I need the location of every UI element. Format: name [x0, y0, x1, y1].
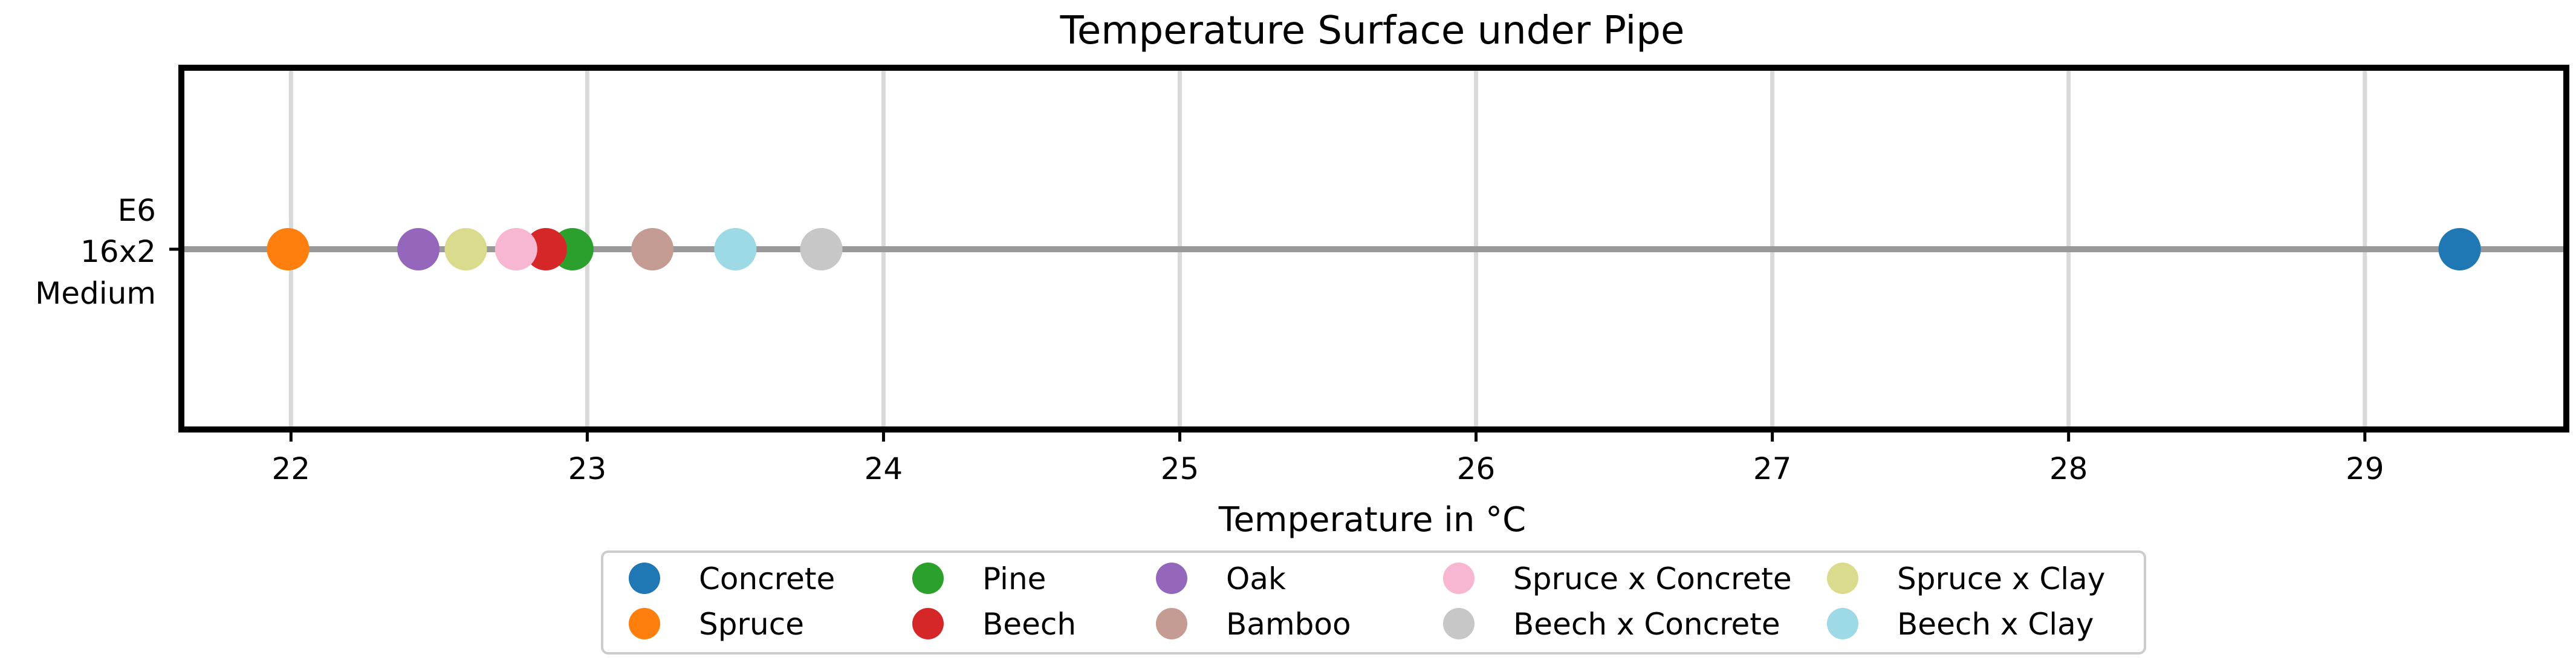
y-category-label-line: Medium [35, 276, 156, 311]
data-point [714, 228, 757, 270]
x-tick-label: 29 [2346, 451, 2384, 486]
x-tick-label: 23 [568, 451, 607, 486]
legend-marker [1156, 608, 1187, 639]
chart-title: Temperature Surface under Pipe [1060, 8, 1685, 53]
x-tick-label: 27 [1753, 451, 1792, 486]
legend-box [601, 550, 2146, 655]
y-category-label-line: 16x2 [80, 234, 156, 269]
data-point [397, 228, 440, 270]
legend-marker [1443, 563, 1475, 594]
x-axis-label: Temperature in °C [1218, 500, 1526, 540]
x-tick-label: 28 [2049, 451, 2088, 486]
legend-label: Spruce [699, 607, 804, 642]
legend-marker [629, 563, 660, 594]
data-point [495, 228, 537, 270]
legend-marker [1827, 608, 1858, 639]
legend-marker [912, 608, 944, 639]
legend-label: Concrete [699, 561, 835, 596]
data-points [267, 228, 2481, 270]
legend-label: Spruce x Clay [1897, 561, 2105, 596]
legend-label: Beech x Clay [1897, 607, 2094, 642]
legend-marker [1156, 563, 1187, 594]
y-category-label-line: E6 [118, 193, 156, 228]
legend-marker [1827, 563, 1858, 594]
x-tick-label: 24 [865, 451, 903, 486]
data-point [444, 228, 487, 270]
legend-marker [629, 608, 660, 639]
legend-label: Oak [1226, 561, 1286, 596]
legend-label: Pine [982, 561, 1046, 596]
legend-label: Beech x Concrete [1513, 607, 1780, 642]
data-point [524, 228, 567, 270]
x-axis-ticks: 22 23 24 25 26 27 28 29 [272, 429, 2384, 486]
x-tick-label: 25 [1161, 451, 1199, 486]
x-tick-label: 22 [272, 451, 311, 486]
data-point [2438, 228, 2481, 270]
data-point [800, 228, 843, 270]
legend-label: Beech [982, 607, 1076, 642]
legend-label: Bamboo [1226, 607, 1351, 642]
data-point [267, 228, 310, 270]
y-category-label: E6 16x2 Medium [35, 193, 181, 311]
legend: Concrete Spruce Pine Beech Oak Bamboo Spruce x… [601, 550, 2146, 655]
legend-marker [1443, 608, 1475, 639]
legend-label: Spruce x Concrete [1513, 561, 1792, 596]
x-tick-label: 26 [1457, 451, 1496, 486]
legend-marker [912, 563, 944, 594]
data-point [631, 228, 674, 270]
